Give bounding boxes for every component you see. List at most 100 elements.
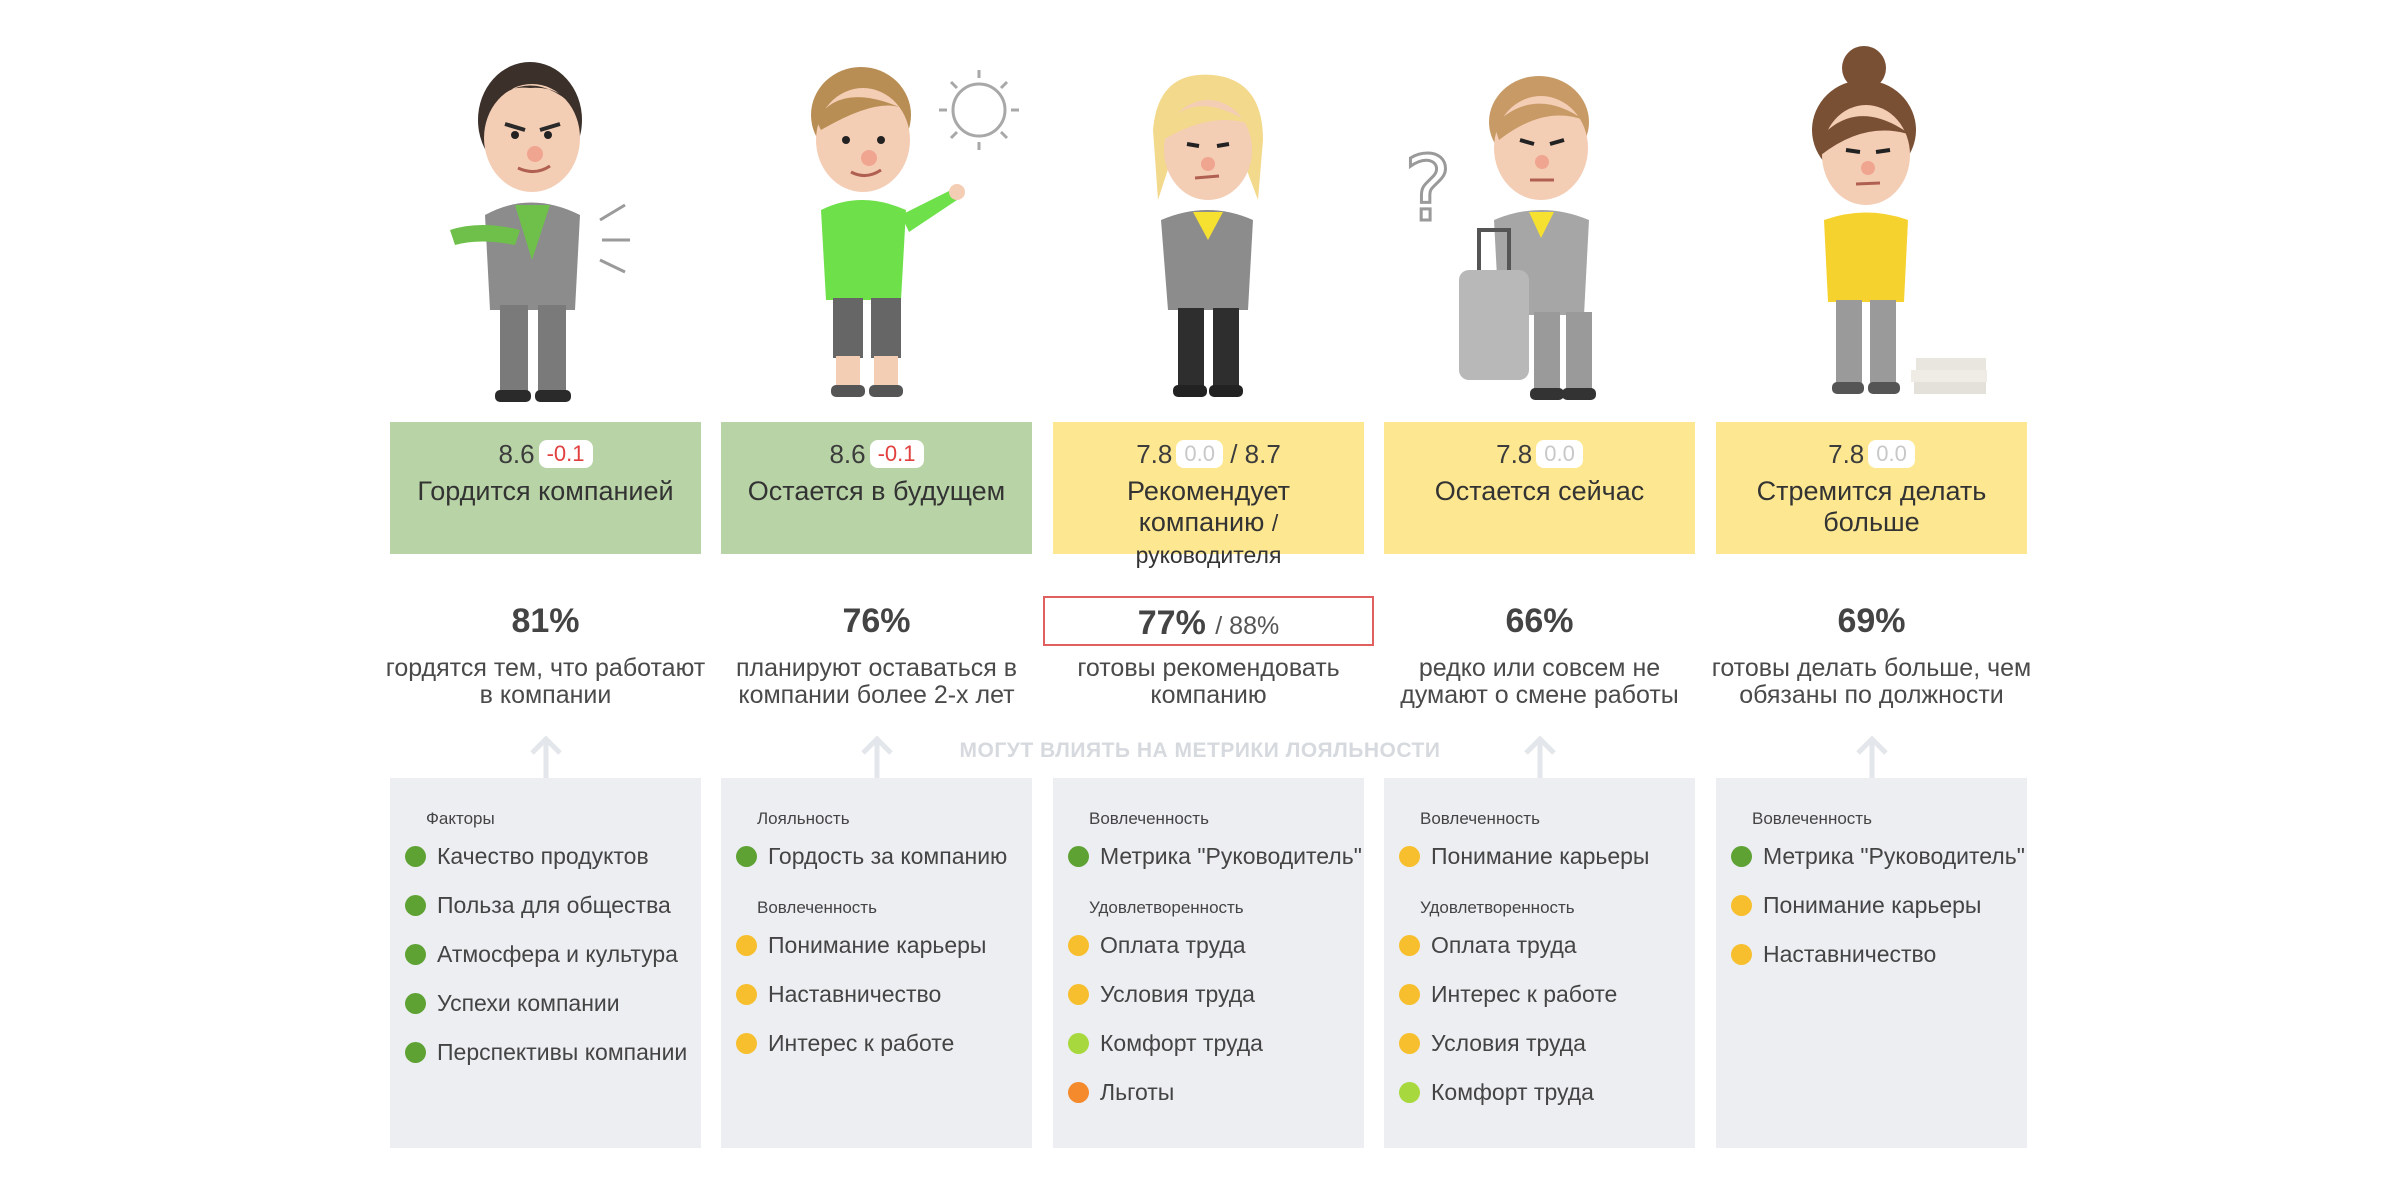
list-item: Атмосфера и культура (390, 930, 701, 979)
metric-title: Рекомендует компанию / руководителя (1127, 476, 1290, 568)
list-item: Успехи компании (390, 979, 701, 1028)
list-item: Комфорт труда (1053, 1019, 1364, 1068)
group-title: Лояльность (757, 809, 850, 828)
status-dot (1399, 984, 1420, 1005)
group-title: Удовлетворенность (1089, 898, 1244, 917)
score-card: 7.8 0.0 / 8.7 Рекомендует компанию / руко… (1053, 422, 1364, 568)
group-title: Вовлеченность (1752, 809, 1872, 828)
list-item: Польза для общества (390, 881, 701, 930)
metric-percent: 69% (1837, 602, 1906, 640)
status-dot (405, 846, 426, 867)
metric-percent-second: / 88% (1215, 612, 1280, 640)
status-dot (1731, 895, 1752, 916)
list-item: Интерес к работе (721, 1019, 1032, 1068)
list-item: Условия труда (1384, 1019, 1695, 1068)
score-value: 8.6 (829, 439, 866, 469)
factor-group: Вовлеченность Понимание карьеры (1384, 806, 1695, 881)
list-item: Оплата труда (1053, 921, 1364, 970)
list-item: Наставничество (1716, 930, 2027, 979)
status-dot (1399, 1033, 1420, 1054)
status-dot (405, 1042, 426, 1063)
svg-text:?: ? (1404, 137, 1452, 242)
list-item: Понимание карьеры (1384, 832, 1695, 881)
factor-list: Вовлеченность Понимание карьеры Удовлетв… (1384, 778, 1695, 1148)
factor-list: Факторы Качество продуктов Польза для об… (390, 778, 701, 1148)
score-card: 8.6 -0.1 Остается в будущем (721, 422, 1032, 554)
status-dot (736, 935, 757, 956)
status-dot (1068, 846, 1089, 867)
group-title: Удовлетворенность (1420, 898, 1575, 917)
list-item: Понимание карьеры (1716, 881, 2027, 930)
metric-percent: 76% (842, 602, 911, 640)
list-item: Гордость за компанию (721, 832, 1032, 881)
arrow-up-icon (861, 735, 893, 781)
score-delta: -0.1 (869, 440, 924, 468)
score-value: 7.8 (1496, 439, 1533, 469)
factor-group: Вовлеченность Метрика "Руководитель" (1053, 806, 1364, 881)
factor-group: Удовлетворенность Оплата труда Интерес к… (1384, 895, 1695, 1117)
metric-title: Остается сейчас (1434, 476, 1645, 506)
score-value: 8.6 (498, 439, 535, 469)
proud-businessman-icon (390, 40, 701, 410)
metric-title: Гордится компанией (417, 476, 674, 506)
factor-group: Вовлеченность Метрика "Руководитель" Пон… (1716, 806, 2027, 979)
arrow-up-icon (1524, 735, 1556, 781)
score-value: 7.8 (1136, 439, 1173, 469)
score-delta: -0.1 (538, 440, 593, 468)
status-dot (1399, 846, 1420, 867)
list-item: Условия труда (1053, 970, 1364, 1019)
group-title: Вовлеченность (1420, 809, 1540, 828)
factor-group: Факторы Качество продуктов Польза для об… (390, 806, 701, 1077)
status-dot (1731, 944, 1752, 965)
status-dot (1068, 1033, 1089, 1054)
group-title: Вовлеченность (757, 898, 877, 917)
list-item: Интерес к работе (1384, 970, 1695, 1019)
score-delta: 0.0 (1536, 440, 1583, 468)
status-dot (405, 993, 426, 1014)
list-item: Метрика "Руководитель" (1716, 832, 2027, 881)
status-dot (1068, 1082, 1089, 1103)
factor-group: Вовлеченность Понимание карьеры Наставни… (721, 895, 1032, 1068)
factor-group: Удовлетворенность Оплата труда Условия т… (1053, 895, 1364, 1117)
status-dot (405, 944, 426, 965)
man-with-suitcase-icon: ? (1384, 40, 1695, 410)
group-title: Факторы (426, 809, 495, 828)
metric-title: Стремится делать больше (1756, 476, 1987, 537)
list-item: Понимание карьеры (721, 921, 1032, 970)
metric-percent: 81% (511, 602, 580, 640)
score-delta: 0.0 (1176, 440, 1223, 468)
thinking-woman-icon (1053, 40, 1364, 410)
metric-title: Остается в будущем (747, 476, 1006, 506)
group-title: Вовлеченность (1089, 809, 1209, 828)
metric-title-sub: / руководителя (1135, 510, 1282, 568)
status-dot (405, 895, 426, 916)
score-card: 7.8 0.0 Остается сейчас (1384, 422, 1695, 554)
score-delta: 0.0 (1868, 440, 1915, 468)
list-item: Оплата труда (1384, 921, 1695, 970)
metric-description: гордятся тем, что работают в компании (385, 654, 706, 709)
metric-percent: 77% / 88% (1043, 596, 1374, 646)
factor-list: Лояльность Гордость за компанию Вовлечен… (721, 778, 1032, 1148)
score-second: / 8.7 (1230, 439, 1281, 469)
arrow-up-icon (1856, 735, 1888, 781)
tired-woman-icon (1716, 40, 2027, 410)
metric-description: готовы делать больше, чем обязаны по дол… (1711, 654, 2032, 709)
list-item: Перспективы компании (390, 1028, 701, 1077)
metric-percent: 66% (1505, 602, 1574, 640)
score-value: 7.8 (1828, 439, 1865, 469)
factor-list: Вовлеченность Метрика "Руководитель" Пон… (1716, 778, 2027, 1148)
list-item: Метрика "Руководитель" (1053, 832, 1364, 881)
arrow-up-icon (530, 735, 562, 781)
influence-label: МОГУТ ВЛИЯТЬ НА МЕТРИКИ ЛОЯЛЬНОСТИ (959, 739, 1441, 762)
list-item: Комфорт труда (1384, 1068, 1695, 1117)
status-dot (736, 846, 757, 867)
metric-description: планируют оставаться в компании более 2-… (735, 654, 1018, 709)
metric-description: редко или совсем не думают о смене работ… (1400, 654, 1679, 709)
status-dot (1399, 1082, 1420, 1103)
list-item: Льготы (1053, 1068, 1364, 1117)
score-card: 7.8 0.0 Стремится делать больше (1716, 422, 2027, 554)
status-dot (736, 1033, 757, 1054)
status-dot (1068, 935, 1089, 956)
status-dot (736, 984, 757, 1005)
factor-group: Лояльность Гордость за компанию (721, 806, 1032, 881)
